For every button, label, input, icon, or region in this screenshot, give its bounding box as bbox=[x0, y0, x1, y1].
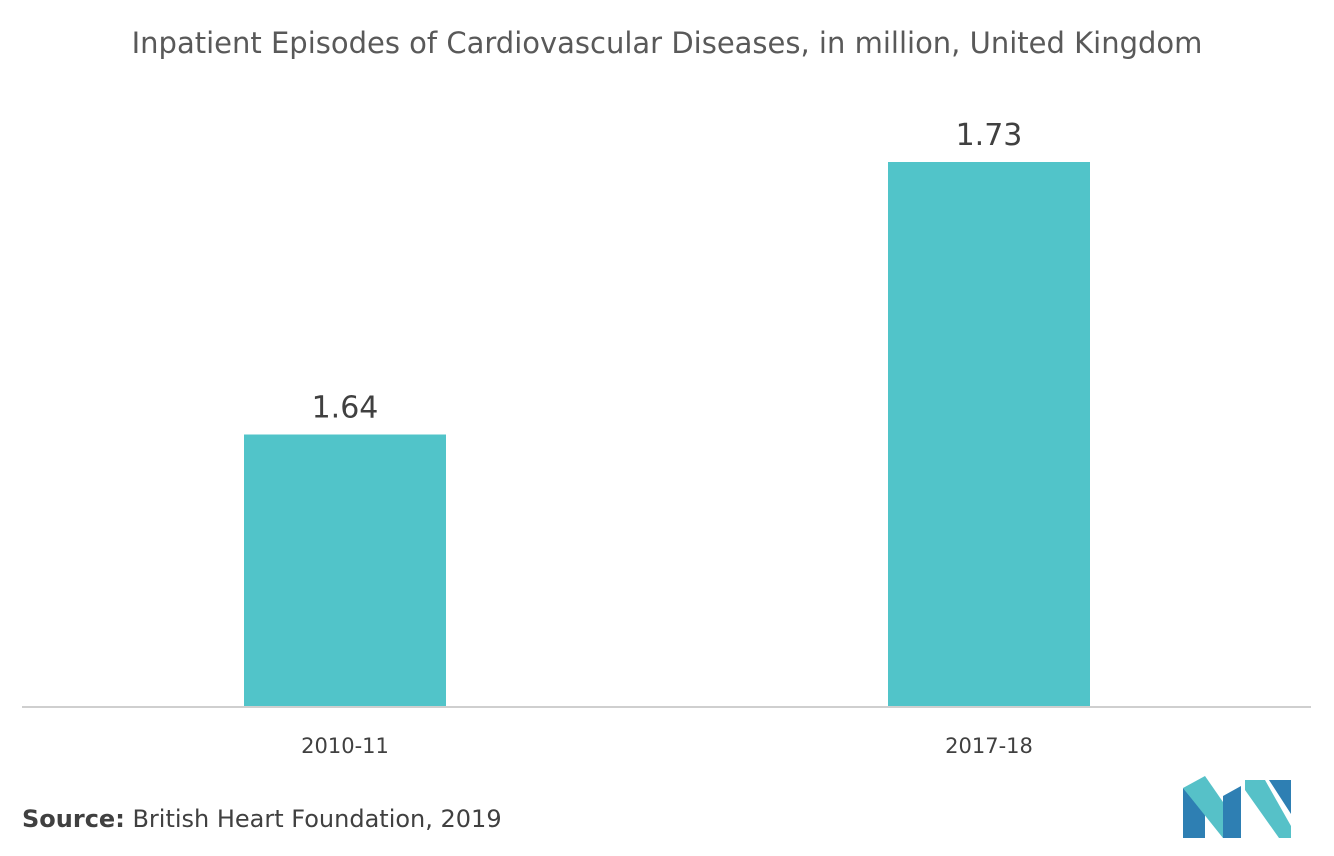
bar-2010-11 bbox=[244, 434, 446, 707]
data-labels-layer: 1.64 1.73 bbox=[312, 118, 1023, 426]
data-label-2017-18: 1.73 bbox=[956, 118, 1023, 153]
logo-middle-stroke bbox=[1223, 786, 1241, 838]
x-tick-label-2010-11: 2010-11 bbox=[301, 734, 389, 758]
source-line: Source: British Heart Foundation, 2019 bbox=[22, 805, 502, 833]
logo-right-stroke bbox=[1269, 780, 1291, 814]
x-tick-label-2017-18: 2017-18 bbox=[945, 734, 1033, 758]
x-tick-labels-layer: 2010-11 2017-18 bbox=[301, 734, 1033, 758]
logo-right-diagonal bbox=[1245, 780, 1291, 838]
logo-left-stroke bbox=[1183, 788, 1205, 838]
chart-title: Inpatient Episodes of Cardiovascular Dis… bbox=[131, 26, 1203, 60]
mordor-logo-icon bbox=[1183, 776, 1291, 838]
data-label-2010-11: 1.64 bbox=[312, 391, 379, 426]
bar-2017-18 bbox=[888, 162, 1090, 707]
source-text: British Heart Foundation, 2019 bbox=[132, 805, 502, 833]
bars-layer bbox=[244, 162, 1090, 707]
source-label: Source: bbox=[22, 805, 125, 833]
